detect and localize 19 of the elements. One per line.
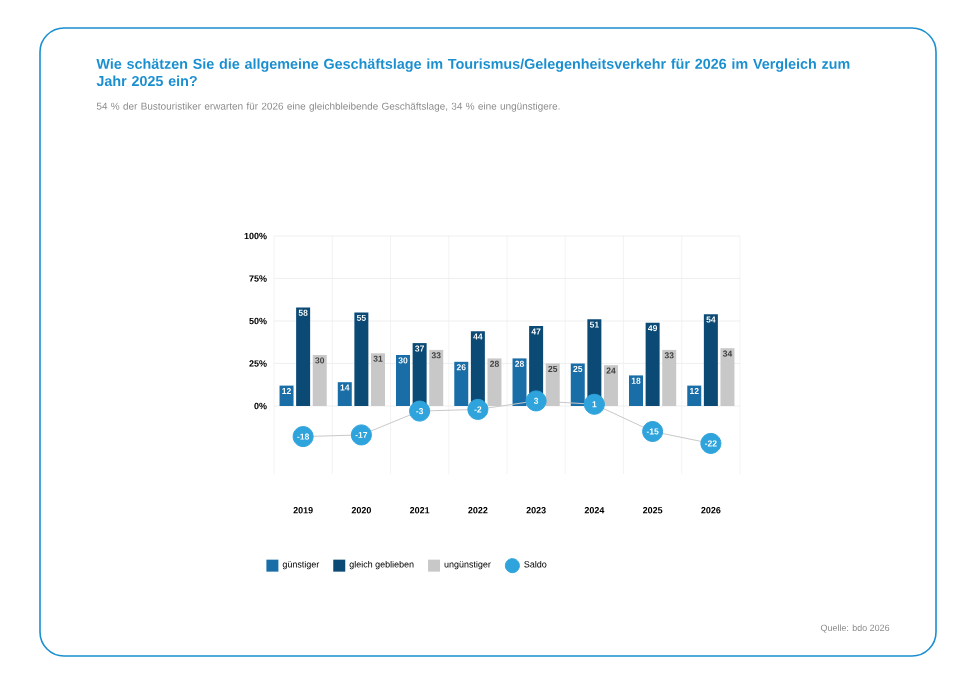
bar	[337, 382, 352, 406]
bar	[429, 349, 444, 406]
bar	[570, 363, 585, 406]
bar	[412, 343, 427, 406]
bar	[370, 353, 385, 406]
bar	[312, 355, 327, 406]
point	[583, 393, 605, 415]
bar	[703, 314, 718, 406]
bar	[296, 307, 311, 406]
bar	[512, 358, 527, 406]
bar	[354, 312, 369, 406]
bar	[720, 348, 735, 406]
bar	[662, 349, 677, 406]
point	[409, 400, 431, 422]
bar	[645, 322, 660, 406]
point	[525, 390, 547, 412]
bar	[396, 355, 411, 406]
bar	[629, 375, 644, 406]
bar	[454, 361, 469, 406]
